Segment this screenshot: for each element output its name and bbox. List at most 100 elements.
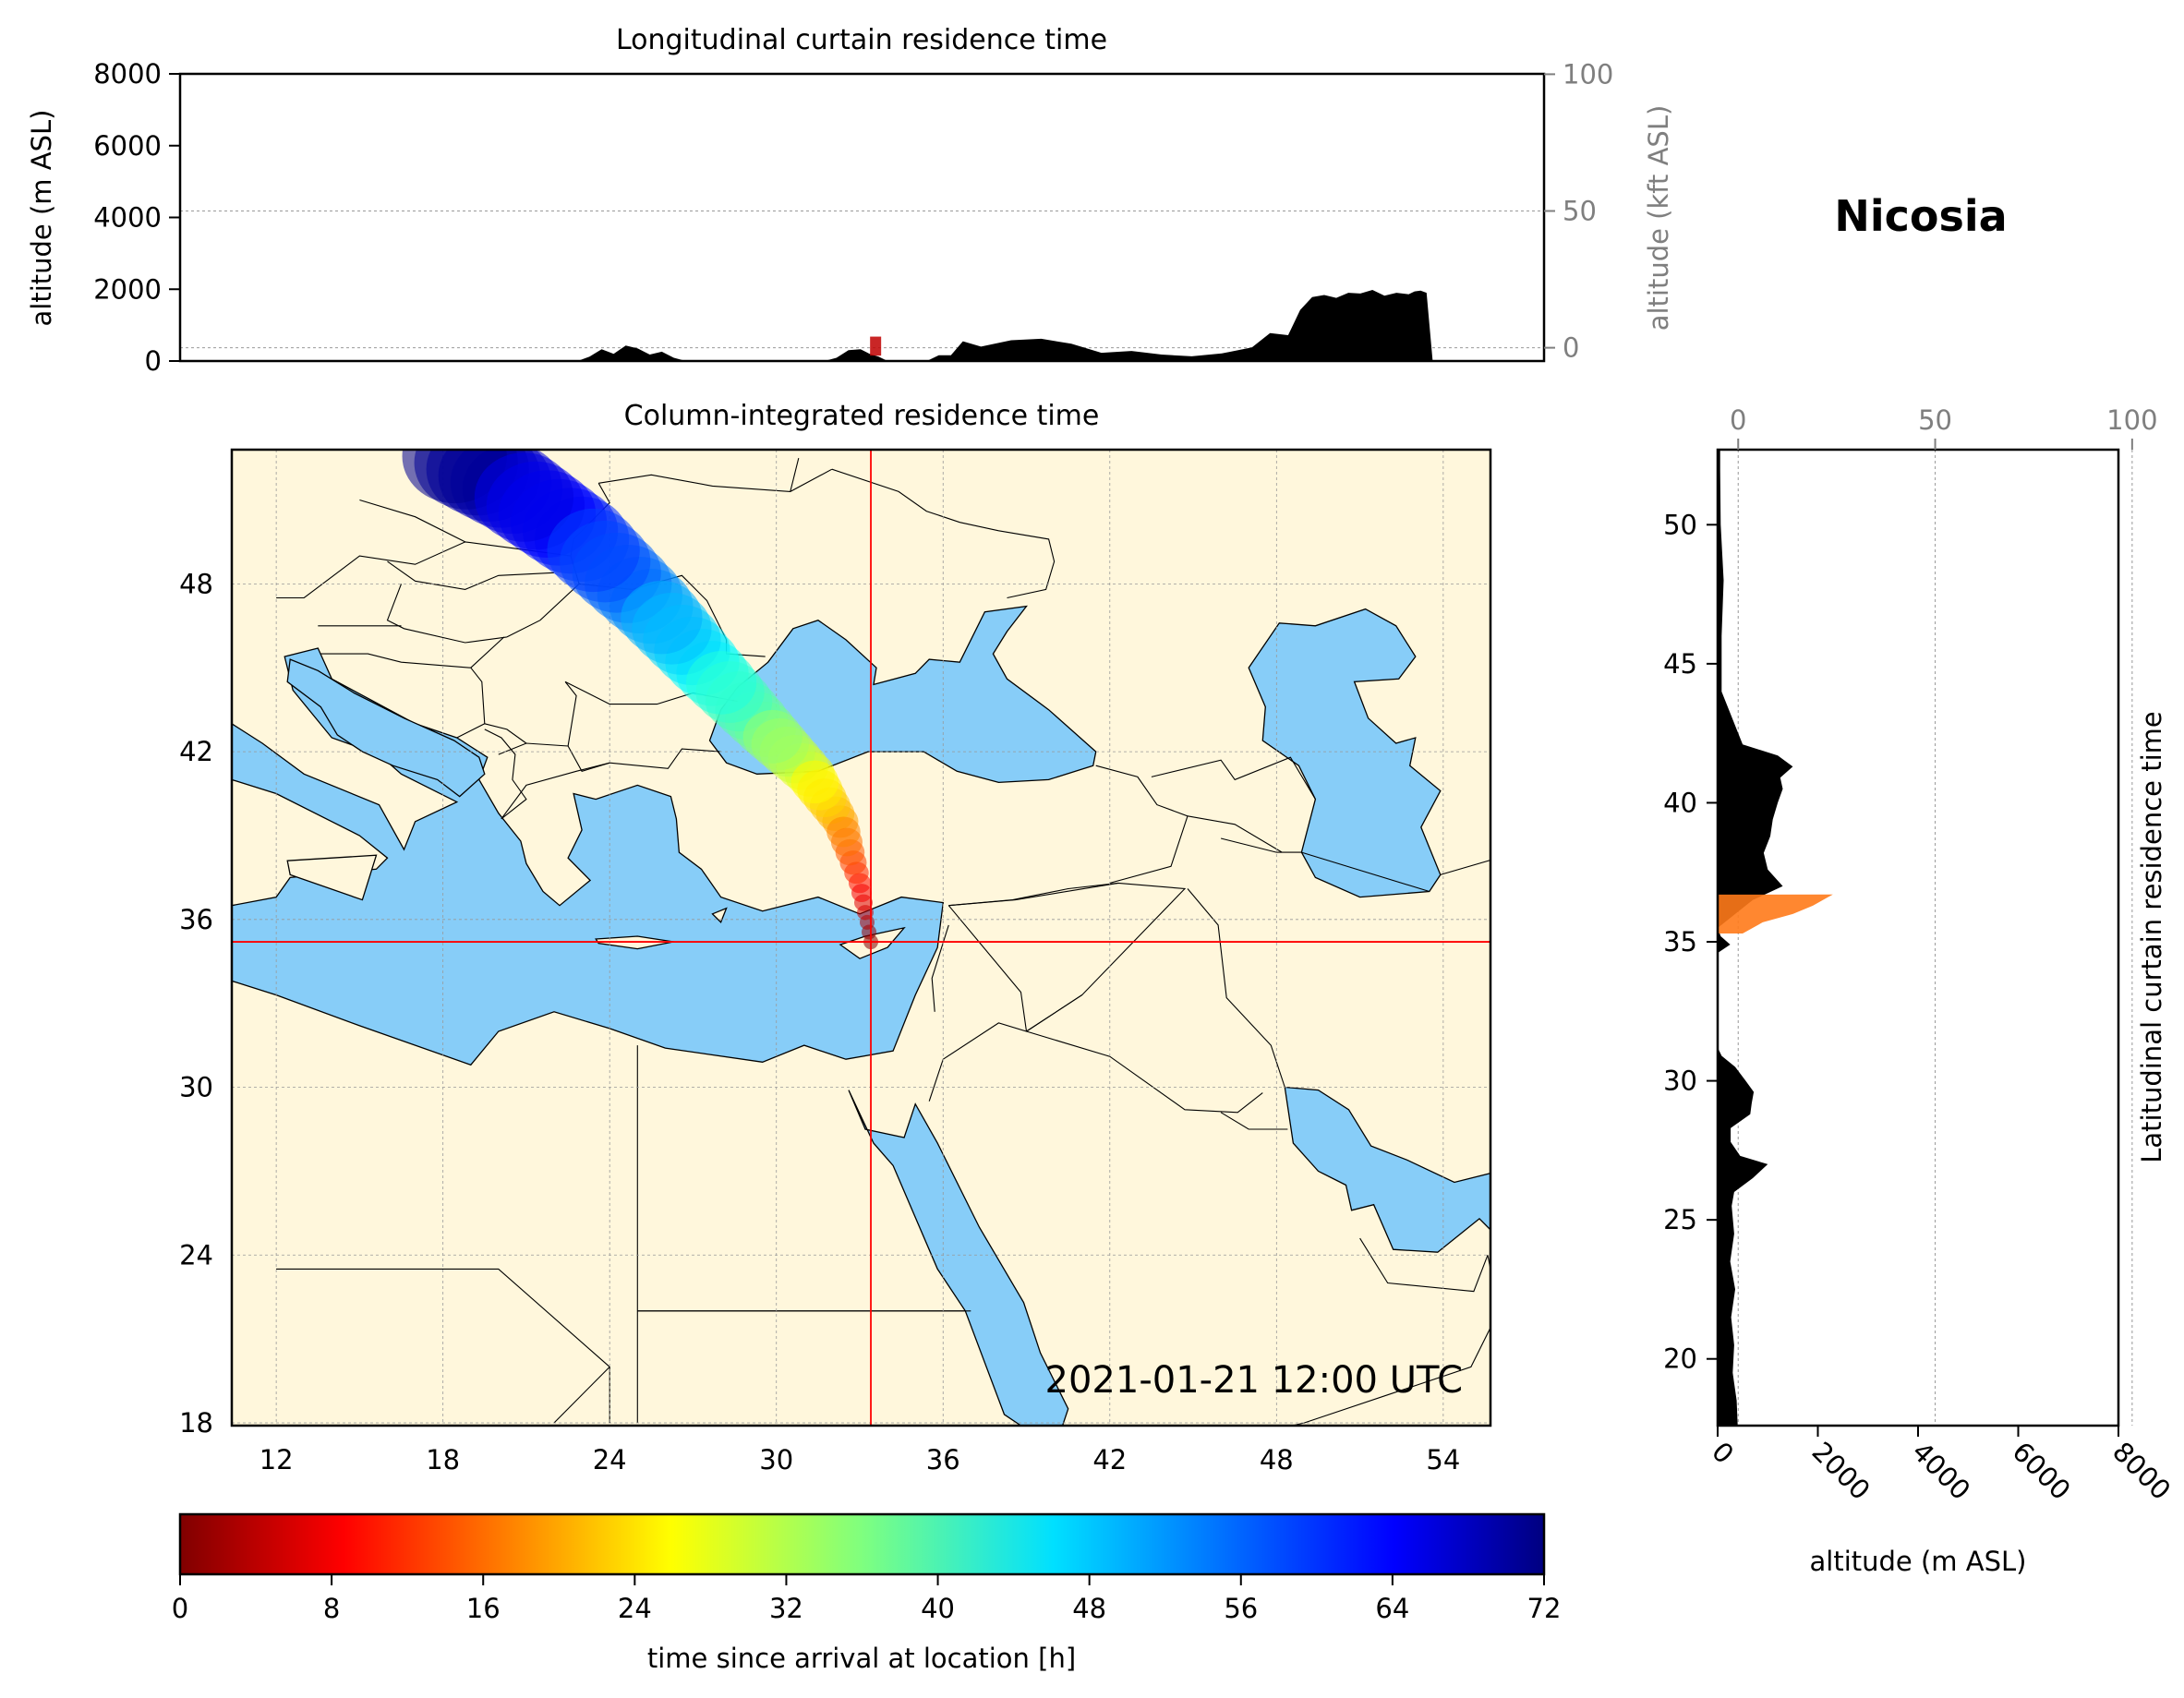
latitudinal-xlabel: altitude (m ASL)	[1810, 1546, 2027, 1577]
latitudinal-x-tick-label: 8000	[2106, 1436, 2177, 1506]
latitudinal-y-tick-label: 50	[1663, 509, 1697, 540]
longitudinal-panel: Longitudinal curtain residence time 0 200…	[26, 24, 1674, 377]
longitudinal-y-tick-label: 6000	[93, 130, 162, 162]
country-border	[1301, 851, 1430, 893]
persian-gulf	[1284, 1086, 1490, 1253]
colorbar-ticks: 0 8 16 24 32 40 48 56 64 72	[172, 1574, 1562, 1624]
plume-segment	[621, 581, 703, 655]
latitudinal-x-tick-label: 6000	[2007, 1436, 2077, 1506]
location-title: Nicosia	[1834, 191, 2007, 241]
longitudinal-y-tick-label: 8000	[93, 58, 162, 90]
country-border	[1187, 815, 1283, 853]
colorbar-gradient	[178, 1512, 1546, 1576]
map-crosshair	[232, 450, 1490, 1426]
latitudinal-top-tick-label: 0	[1730, 404, 1746, 436]
longitudinal-terrain	[577, 290, 1433, 361]
plume-segment	[790, 760, 839, 804]
map-x-tick-label: 30	[759, 1444, 793, 1475]
map-y-ticks: 18 24 30 36 42 48	[179, 568, 213, 1439]
rhodes-island	[711, 907, 728, 923]
latitudinal-y-tick-label: 40	[1663, 787, 1697, 818]
map-x-tick-label: 48	[1260, 1444, 1294, 1475]
country-border	[470, 636, 505, 668]
plume-segment	[827, 816, 861, 848]
latitudinal-grid	[1737, 450, 2133, 1426]
country-border	[498, 742, 721, 772]
adriatic-inner	[286, 658, 486, 798]
country-border	[1220, 1112, 1288, 1130]
colorbar-label: time since arrival at location [h]	[647, 1643, 1076, 1674]
colorbar-tick-label: 32	[769, 1593, 803, 1624]
latitudinal-x-tick-label: 2000	[1806, 1436, 1876, 1506]
country-border	[1026, 994, 1083, 1032]
map-plume	[402, 450, 879, 950]
latitudinal-y-ticks: 20 25 30 35 40 45 50	[1663, 509, 1718, 1375]
country-border	[386, 584, 507, 644]
map-y-tick-label: 48	[179, 568, 213, 599]
latitudinal-y-tick-label: 45	[1663, 648, 1697, 680]
map-title: Column-integrated residence time	[624, 400, 1100, 432]
longitudinal-y-ticks: 0 2000 4000 6000 8000	[93, 58, 180, 377]
colorbar-tick-label: 64	[1375, 1593, 1409, 1624]
country-border	[1187, 888, 1285, 1088]
country-border	[359, 499, 465, 543]
colorbar-tick-label: 0	[172, 1593, 188, 1624]
longitudinal-plume	[870, 336, 882, 356]
colorbar-tick-label: 56	[1224, 1593, 1258, 1624]
latitudinal-top-tick-label: 50	[1918, 404, 1952, 436]
longitudinal-ylabel-right: altitude (kft ASL)	[1643, 105, 1674, 331]
country-border	[598, 468, 833, 492]
colorbar-tick-label: 24	[618, 1593, 652, 1624]
colorbar-tick-label: 16	[466, 1593, 501, 1624]
latitudinal-x-ticks: 0 2000 4000 6000 8000	[1706, 1426, 2177, 1506]
longitudinal-right-tick-label: 0	[1563, 332, 1579, 364]
country-border	[501, 762, 610, 820]
map-x-tick-label: 42	[1092, 1444, 1127, 1475]
country-border	[1359, 1237, 1489, 1293]
country-border	[948, 882, 1118, 907]
longitudinal-right-ticks: 0 50 100	[1544, 58, 1613, 364]
country-border	[456, 667, 486, 739]
latitudinal-y-tick-label: 20	[1663, 1343, 1697, 1375]
colorbar-tick-label: 48	[1072, 1593, 1106, 1624]
map-x-tick-label: 12	[259, 1444, 294, 1475]
latitudinal-ylabel: Latitudinal curtain residence time	[2136, 711, 2167, 1163]
colorbar-tick-label: 40	[921, 1593, 955, 1624]
colorbar: 0 8 16 24 32 40 48 56 64 72 time since arrival at…	[172, 1512, 1562, 1674]
country-border	[831, 468, 1056, 599]
longitudinal-y-tick-label: 0	[145, 345, 162, 377]
plume-segment	[685, 651, 757, 715]
latitudinal-top-ticks: 0 50 100	[1730, 404, 2158, 450]
longitudinal-y-tick-label: 4000	[93, 202, 162, 234]
plume-segment	[474, 452, 574, 542]
map-y-tick-label: 30	[179, 1072, 213, 1103]
latitudinal-y-tick-label: 25	[1663, 1204, 1697, 1235]
colorbar-tick-label: 72	[1527, 1593, 1562, 1624]
country-border	[790, 457, 800, 492]
longitudinal-right-tick-label: 50	[1563, 196, 1597, 227]
latitudinal-y-tick-label: 30	[1663, 1066, 1697, 1097]
latitudinal-top-tick-label: 100	[2106, 404, 2157, 436]
country-border	[1151, 756, 1316, 800]
map-x-tick-label: 36	[926, 1444, 960, 1475]
country-border	[1026, 1030, 1263, 1114]
latitudinal-x-tick-label: 4000	[1906, 1436, 1976, 1506]
country-border	[276, 541, 572, 599]
country-border	[484, 723, 527, 744]
map-x-ticks: 12 18 24 30 36 42 48 54	[259, 1444, 1461, 1475]
sardinia-island	[176, 777, 215, 836]
country-border	[484, 729, 527, 820]
map-x-tick-label: 18	[426, 1444, 460, 1475]
country-border	[1095, 765, 1189, 884]
country-border	[276, 1268, 610, 1423]
map-frame	[230, 448, 1492, 1427]
country-border	[947, 905, 1028, 1032]
longitudinal-right-tick-label: 100	[1563, 58, 1613, 90]
latitudinal-terrain	[1718, 450, 1793, 1426]
latitudinal-frame	[1716, 448, 2120, 1427]
map-y-tick-label: 36	[179, 904, 213, 935]
map-y-tick-label: 42	[179, 736, 213, 767]
map-timestamp: 2021-01-21 12:00 UTC	[1045, 1359, 1463, 1402]
sicily-island	[286, 854, 378, 901]
